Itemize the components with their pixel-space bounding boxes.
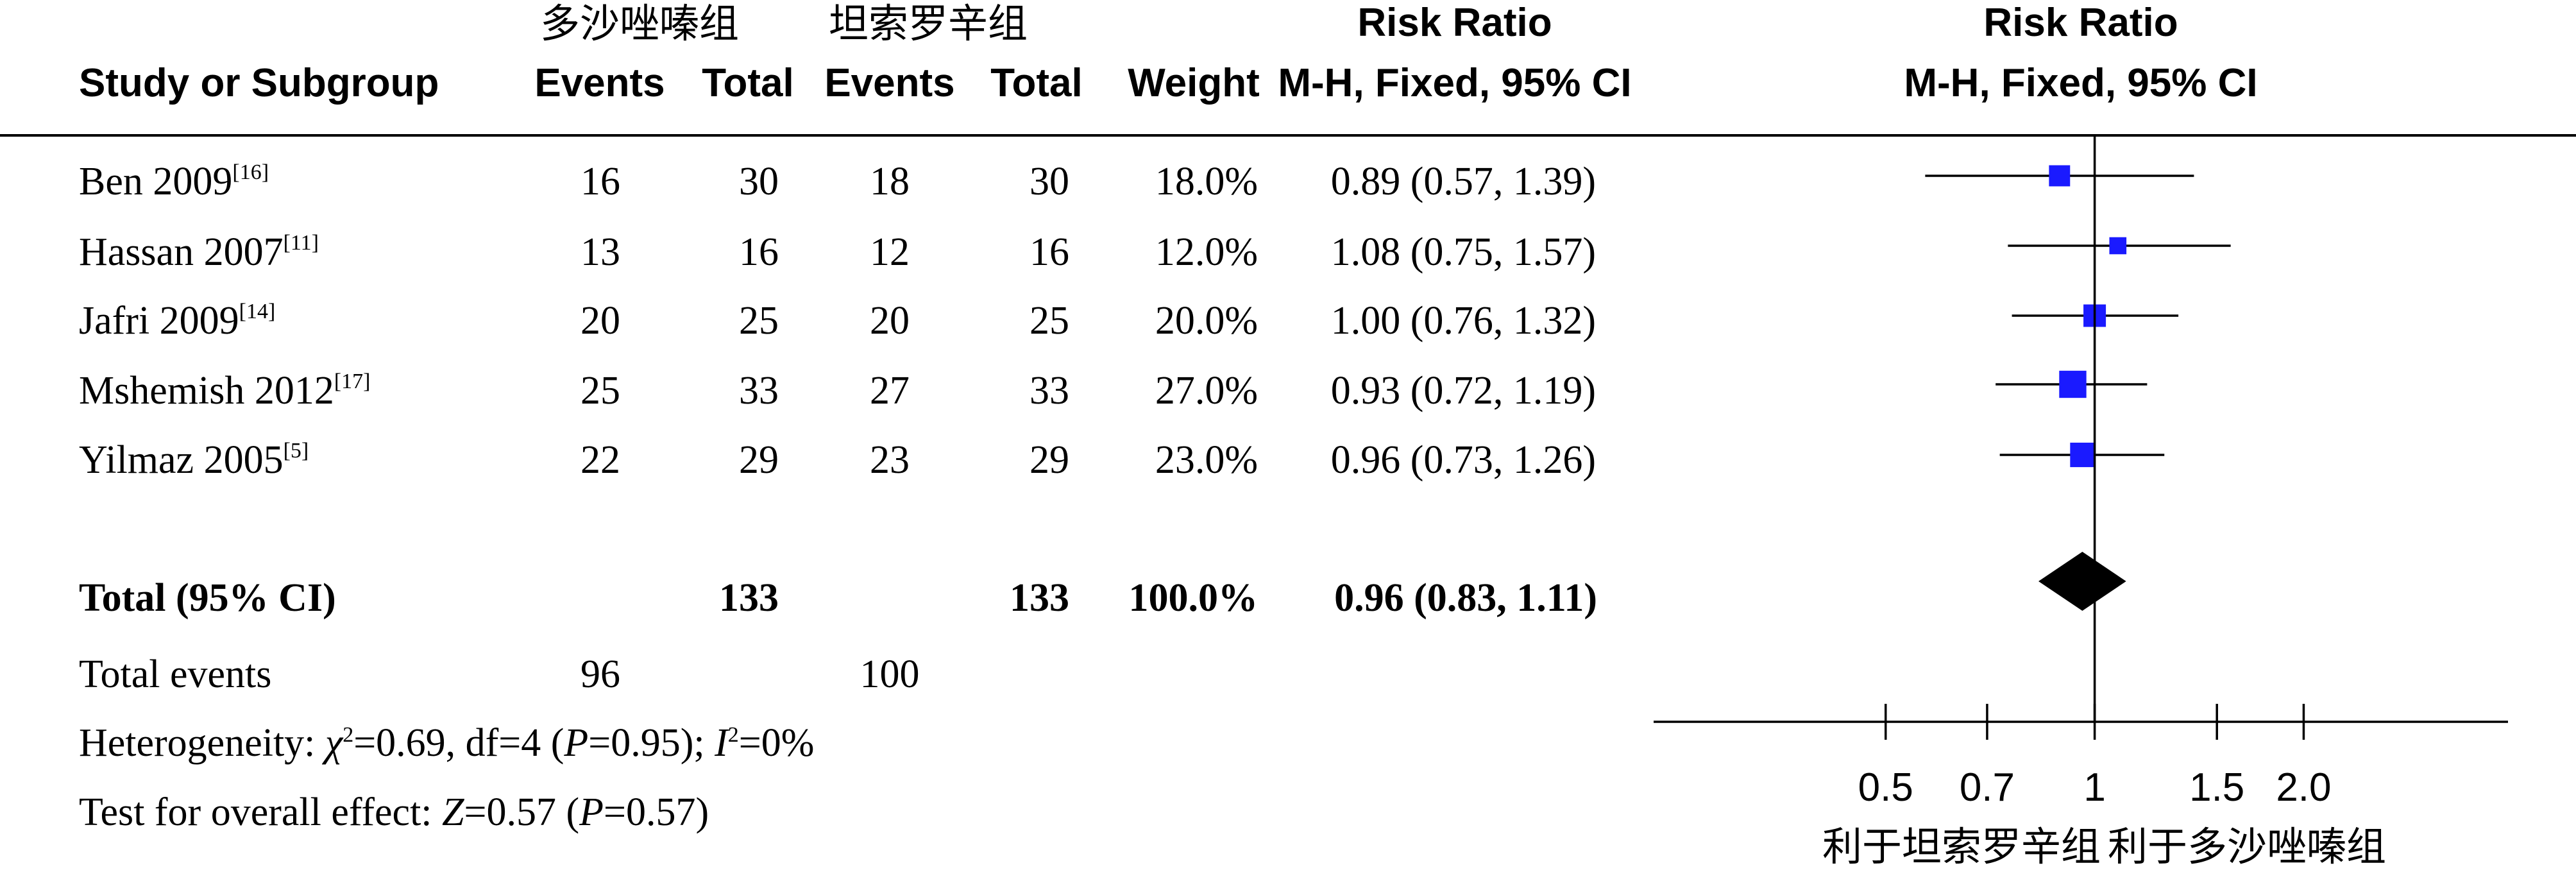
- plot-rr-title: Risk Ratio: [1983, 1, 2178, 45]
- weight-header: Weight: [1128, 61, 1260, 105]
- exp-total-cell: 29: [739, 438, 779, 482]
- exp-events-cell: 16: [580, 160, 620, 203]
- total-ctl-total: 133: [1010, 576, 1069, 620]
- exp-events-cell: 22: [580, 438, 620, 482]
- x-tick-label: 1: [2083, 765, 2105, 810]
- study-reference: [16]: [232, 160, 269, 184]
- study-reference: [5]: [284, 439, 309, 463]
- total-weight: 100.0%: [1129, 576, 1258, 620]
- forest-plot-area: 0.5 0.7 1 1.5 2.0: [1654, 135, 2508, 810]
- exp-total-header: Total: [702, 61, 794, 105]
- weight-cell: 27.0%: [1155, 369, 1258, 413]
- overall-p-value: =0.57): [604, 790, 709, 834]
- ctl-events-cell: 12: [870, 230, 910, 274]
- study-reference: [11]: [284, 231, 319, 255]
- study-name: Mshemish 2012[17]: [79, 369, 371, 413]
- plot-rr-method: M-H, Fixed, 95% CI: [1904, 61, 2257, 105]
- exp-events-header: Events: [534, 61, 665, 105]
- weight-cell: 18.0%: [1155, 160, 1258, 203]
- exp-total-cell: 25: [739, 299, 779, 343]
- study-estimate-square: [2070, 442, 2095, 468]
- x-tick-label: 2.0: [2276, 765, 2331, 810]
- z-value: =0.57 (: [464, 790, 580, 834]
- study-estimate-square: [2059, 370, 2087, 398]
- ctl-total-cell: 30: [1030, 160, 1069, 203]
- weight-cell: 12.0%: [1155, 230, 1258, 274]
- x-tick-label: 0.5: [1858, 765, 1913, 810]
- overall-prefix: Test for overall effect:: [79, 790, 442, 834]
- total-events-label: Total events: [79, 652, 271, 696]
- z-symbol: Z: [442, 790, 464, 834]
- ctl-total-cell: 29: [1030, 438, 1069, 482]
- exp-events-cell: 13: [580, 230, 620, 274]
- heterogeneity-prefix: Heterogeneity:: [79, 721, 325, 765]
- total-ci: 0.96 (0.83, 1.11): [1334, 576, 1597, 620]
- ci-cell: 1.08 (0.75, 1.57): [1331, 230, 1596, 274]
- heterogeneity-p-value: =0.95);: [588, 721, 715, 765]
- exp-events-cell: 25: [580, 369, 620, 413]
- exp-total-cell: 16: [739, 230, 779, 274]
- ci-cell: 1.00 (0.76, 1.32): [1331, 299, 1596, 343]
- ctl-events-cell: 23: [870, 438, 910, 482]
- ctl-total-cell: 25: [1030, 299, 1069, 343]
- table-rr-title: Risk Ratio: [1357, 1, 1552, 45]
- ci-cell: 0.93 (0.72, 1.19): [1331, 369, 1596, 413]
- ctl-events-cell: 18: [870, 160, 910, 203]
- ctl-total-cell: 16: [1030, 230, 1069, 274]
- overall-p-symbol: P: [579, 790, 604, 834]
- i-symbol: I: [714, 721, 730, 765]
- study-estimate-square: [2109, 237, 2127, 255]
- total-events-ctl: 100: [860, 652, 920, 696]
- weight-cell: 20.0%: [1155, 299, 1258, 343]
- i-superscript: 2: [728, 723, 739, 747]
- total-exp-total: 133: [719, 576, 779, 620]
- study-estimate-square: [2049, 165, 2071, 187]
- total-row-label: Total (95% CI): [79, 576, 336, 620]
- control-group-header: 坦索罗辛组: [829, 0, 1028, 47]
- exp-total-cell: 33: [739, 369, 779, 413]
- ctl-total-cell: 33: [1030, 369, 1069, 413]
- chi-superscript: 2: [343, 723, 353, 747]
- x-tick-label: 0.7: [1960, 765, 2015, 810]
- study-name: Jafri 2009[14]: [79, 299, 275, 343]
- exp-events-cell: 20: [580, 299, 620, 343]
- chi-symbol: χ: [322, 721, 344, 765]
- experimental-group-header: 多沙唑嗪组: [540, 0, 739, 47]
- chi-value: =0.69, df=4 (: [353, 721, 564, 765]
- study-name: Ben 2009[16]: [79, 160, 269, 203]
- x-tick-label: 1.5: [2189, 765, 2244, 810]
- heterogeneity-line: Heterogeneity: χ2=0.69, df=4 (P=0.95); I…: [79, 721, 814, 765]
- favours-right-label: 利于多沙唑嗪组: [2108, 823, 2386, 870]
- study-name: Hassan 2007[11]: [79, 230, 319, 274]
- i-value: =0%: [739, 721, 815, 765]
- study-reference: [14]: [239, 300, 276, 323]
- pooled-diamond: [2038, 552, 2126, 611]
- table-rr-method: M-H, Fixed, 95% CI: [1278, 61, 1631, 105]
- study-name: Yilmaz 2005[5]: [79, 438, 309, 482]
- ctl-events-cell: 27: [870, 369, 910, 413]
- favours-left-label: 利于坦索罗辛组: [1822, 823, 2101, 870]
- ctl-events-cell: 20: [870, 299, 910, 343]
- exp-total-cell: 30: [739, 160, 779, 203]
- ctl-total-header: Total: [990, 61, 1083, 105]
- study-reference: [17]: [334, 370, 371, 393]
- weight-cell: 23.0%: [1155, 438, 1258, 482]
- ci-cell: 0.96 (0.73, 1.26): [1331, 438, 1596, 482]
- overall-effect-line: Test for overall effect: Z=0.57 (P=0.57): [79, 790, 709, 834]
- study-column-header: Study or Subgroup: [79, 61, 439, 105]
- ci-cell: 0.89 (0.57, 1.39): [1331, 160, 1596, 203]
- ctl-events-header: Events: [824, 61, 954, 105]
- heterogeneity-p-symbol: P: [563, 721, 588, 765]
- total-events-exp: 96: [580, 652, 620, 696]
- study-rows: Ben 2009[16] 16 30 18 30 18.0% 0.89 (0.57, 1.3…: [79, 160, 1596, 482]
